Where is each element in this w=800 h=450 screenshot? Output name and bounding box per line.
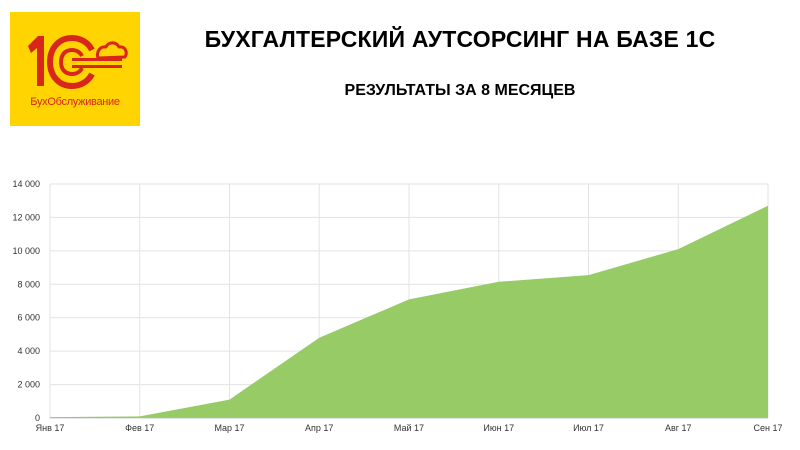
x-tick-label: Июл 17 [573,423,604,433]
y-tick-label: 14 000 [12,179,40,189]
x-axis: Янв 17 Фев 17 Мар 17 Апр 17 Май 17 Июн 17 Июл … [36,423,783,433]
y-tick-label: 0 [35,413,40,423]
y-axis: 0 2 000 4 000 6 000 8 000 10 000 12 000 14 000 [12,179,40,423]
series-area [50,205,768,418]
page-title: БУХГАЛТЕРСКИЙ АУТСОРСИНГ НА БАЗЕ 1С [204,26,716,52]
y-tick-label: 10 000 [12,246,40,256]
x-tick-label: Апр 17 [305,423,333,433]
x-tick-label: Мар 17 [214,423,244,433]
1c-cloud-logo-icon [28,34,128,90]
y-tick-label: 12 000 [12,212,40,222]
x-tick-label: Сен 17 [754,423,783,433]
x-tick-label: Май 17 [394,423,424,433]
x-tick-label: Июн 17 [483,423,514,433]
logo-caption: БухОбслуживание [30,96,120,108]
y-tick-label: 6 000 [17,313,40,323]
y-tick-label: 2 000 [17,380,40,390]
y-tick-label: 8 000 [17,279,40,289]
x-tick-label: Авг 17 [665,423,692,433]
page-subtitle: РЕЗУЛЬТАТЫ ЗА 8 МЕСЯЦЕВ [344,82,576,99]
y-tick-label: 4 000 [17,346,40,356]
x-tick-label: Янв 17 [36,423,65,433]
company-logo: БухОбслуживание [10,12,140,126]
x-tick-label: Фев 17 [125,423,154,433]
chart-area-layer [50,205,768,418]
